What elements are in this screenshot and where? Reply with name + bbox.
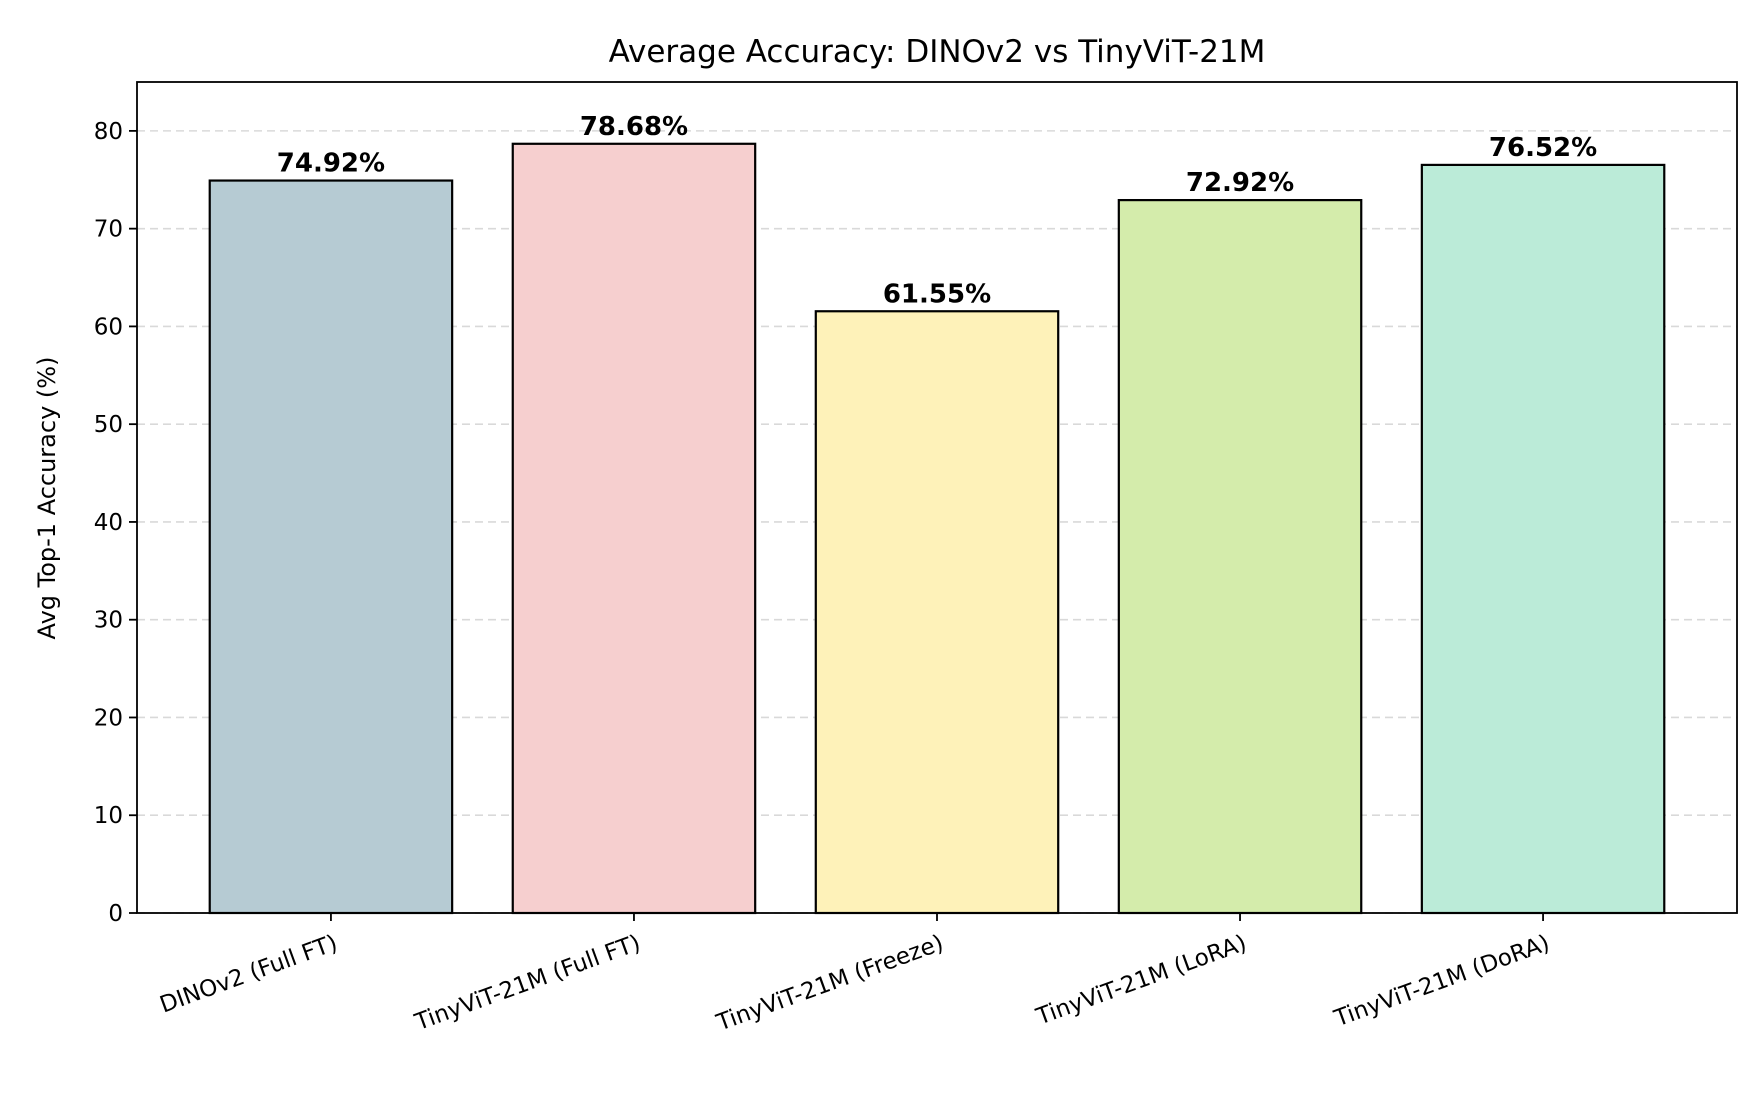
y-tick-label: 0 xyxy=(108,901,123,927)
data-labels: 74.92% 78.68% 61.55% 72.92% 76.52% xyxy=(277,112,1597,309)
chart-title: Average Accuracy: DINOv2 vs TinyViT-21M xyxy=(609,34,1266,70)
y-tick-label: 50 xyxy=(94,412,123,438)
x-tick-label-0: DINOv2 (Full FT) xyxy=(157,930,341,1018)
data-label-2: 61.55% xyxy=(883,279,991,309)
y-tick-label: 60 xyxy=(94,314,123,340)
x-tick-label-2: TinyViT-21M (Freeze) xyxy=(712,930,947,1037)
bars xyxy=(208,142,1666,915)
data-label-3: 72.92% xyxy=(1186,168,1294,198)
y-tick-label: 20 xyxy=(94,705,123,731)
y-axis-ticks: 0 10 20 30 40 50 60 70 80 xyxy=(94,119,137,927)
x-axis-ticks: DINOv2 (Full FT) TinyViT-21M (Full FT) Tin… xyxy=(157,913,1553,1037)
x-tick-label-4: TinyViT-21M (DoRA) xyxy=(1330,930,1553,1032)
data-label-1: 78.68% xyxy=(580,112,688,142)
data-label-0: 74.92% xyxy=(277,149,385,179)
y-tick-label: 70 xyxy=(94,217,123,243)
bar-2 xyxy=(814,310,1060,915)
y-tick-label: 30 xyxy=(94,608,123,634)
y-tick-label: 10 xyxy=(94,803,123,829)
x-tick-label-1: TinyViT-21M (Full FT) xyxy=(411,930,644,1036)
y-axis-label: Avg Top-1 Accuracy (%) xyxy=(33,357,61,640)
y-tick-label: 40 xyxy=(94,510,123,536)
bar-1 xyxy=(511,142,757,915)
bar-4 xyxy=(1420,163,1666,915)
bar-0 xyxy=(208,179,454,915)
bar-3 xyxy=(1117,198,1363,915)
data-label-4: 76.52% xyxy=(1489,133,1597,163)
x-tick-label-3: TinyViT-21M (LoRA) xyxy=(1032,930,1250,1031)
y-tick-label: 80 xyxy=(94,119,123,145)
